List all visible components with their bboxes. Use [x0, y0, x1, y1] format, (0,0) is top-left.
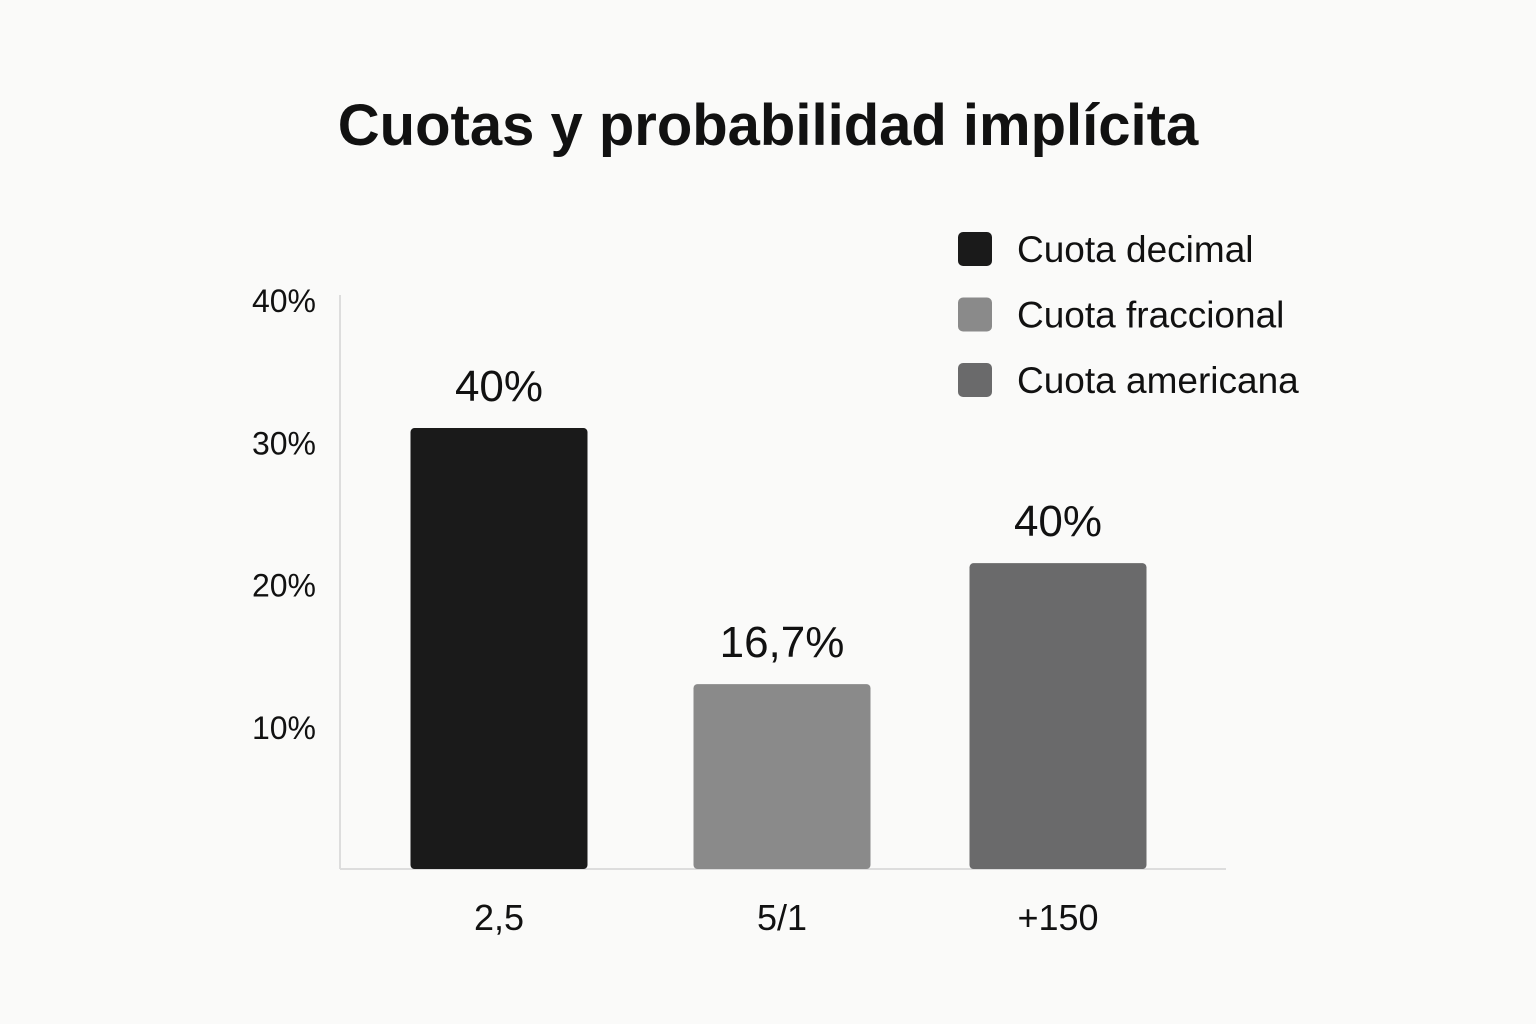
legend-item: Cuota decimal: [958, 229, 1254, 270]
data-label: 40%: [455, 362, 543, 411]
legend-label: Cuota decimal: [1017, 229, 1254, 270]
x-tick-label: +150: [1017, 897, 1098, 938]
bar: [693, 684, 871, 869]
bar: [410, 428, 588, 869]
data-label: 16,7%: [720, 618, 845, 667]
x-tick-label: 5/1: [757, 897, 807, 938]
legend-label: Cuota americana: [1017, 360, 1299, 401]
y-tick-label: 40%: [252, 283, 316, 319]
chart-title: Cuotas y probabilidad implícita: [338, 93, 1199, 158]
legend-swatch: [958, 363, 992, 397]
bar: [969, 563, 1147, 869]
legend-swatch: [958, 297, 992, 332]
legend-label: Cuota fraccional: [1017, 295, 1284, 336]
legend-item: Cuota fraccional: [958, 295, 1284, 336]
y-tick-label: 30%: [252, 425, 316, 461]
y-tick-label: 20%: [252, 568, 316, 604]
data-label: 40%: [1014, 497, 1102, 546]
y-tick-label: 10%: [252, 710, 316, 746]
legend-item: Cuota americana: [958, 360, 1299, 401]
legend-swatch: [958, 232, 992, 266]
x-tick-label: 2,5: [474, 897, 524, 938]
